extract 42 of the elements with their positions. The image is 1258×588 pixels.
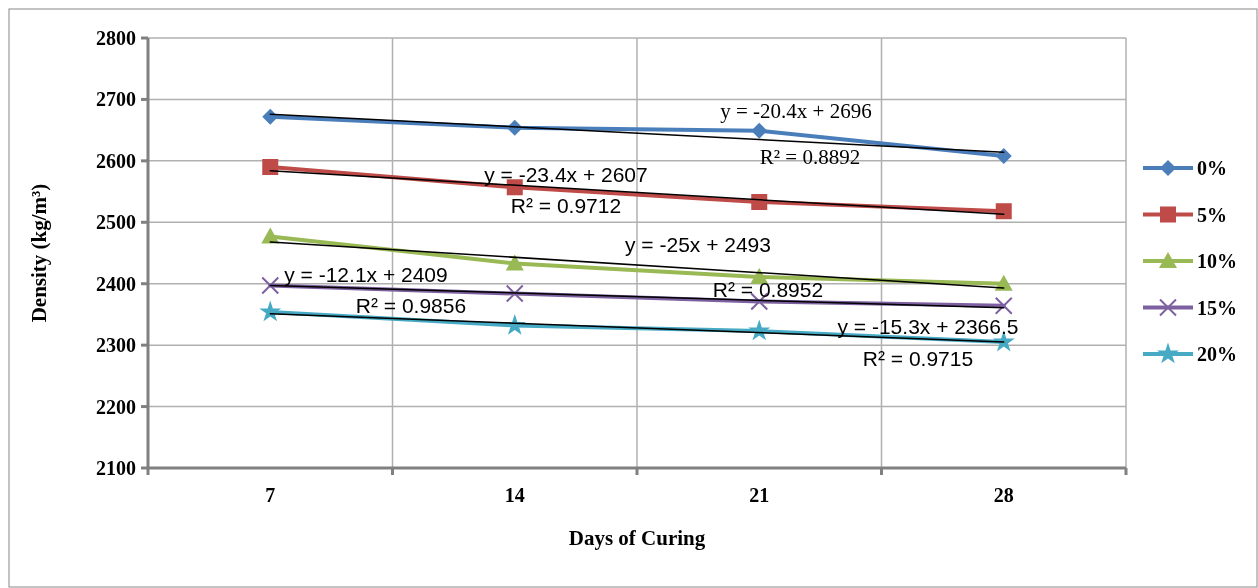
annotation: R² = 0.8952 (712, 278, 824, 301)
annotation: y = -23.4x + 2607 (484, 163, 648, 186)
annotation: y = -25x + 2493 (625, 233, 771, 256)
point (262, 159, 279, 175)
annotation: R² = 0.9856 (355, 294, 467, 317)
point (995, 203, 1012, 220)
annotation: y = -12.1x + 2409 (284, 263, 448, 286)
annotation: y = -20.4x + 2696 (720, 99, 872, 123)
x-tick-label: 21 (749, 484, 770, 506)
annotation: R² = 0.9715 (862, 347, 974, 370)
point (748, 319, 771, 341)
y-tick-label: 2800 (96, 27, 136, 49)
y-tick-label: 2400 (96, 272, 136, 295)
annotation: R² = 0.9712 (510, 194, 622, 217)
y-tick-label: 2200 (96, 395, 136, 418)
point (751, 122, 768, 139)
point (505, 254, 524, 271)
point (750, 267, 769, 284)
point (505, 284, 524, 303)
annotation: R² = 0.8892 (759, 145, 861, 169)
y-tick-label: 2600 (96, 149, 136, 172)
legend-label: 20% (1197, 343, 1237, 365)
x-tick-label: 7 (265, 484, 276, 506)
y-tick-label: 2300 (96, 334, 136, 357)
y-axis-title: Density (kg/m³) (27, 183, 51, 323)
point (261, 276, 280, 295)
legend-label: 0% (1197, 157, 1227, 179)
legend-label: 10% (1197, 250, 1237, 272)
point (994, 274, 1013, 291)
y-tick-label: 2100 (96, 457, 136, 479)
legend-label: 15% (1197, 296, 1237, 319)
y-tick-label: 2500 (96, 211, 136, 234)
annotation: y = -15.3x + 2366.5 (837, 315, 1019, 338)
x-axis-title: Days of Curing (568, 526, 706, 550)
point (259, 300, 282, 322)
x-tick-label: 14 (504, 484, 525, 506)
legend-label: 5% (1197, 203, 1227, 226)
x-tick-label: 28 (993, 484, 1014, 506)
point (995, 147, 1012, 164)
y-tick-label: 2700 (96, 88, 136, 111)
point (751, 194, 768, 211)
point (994, 296, 1013, 315)
